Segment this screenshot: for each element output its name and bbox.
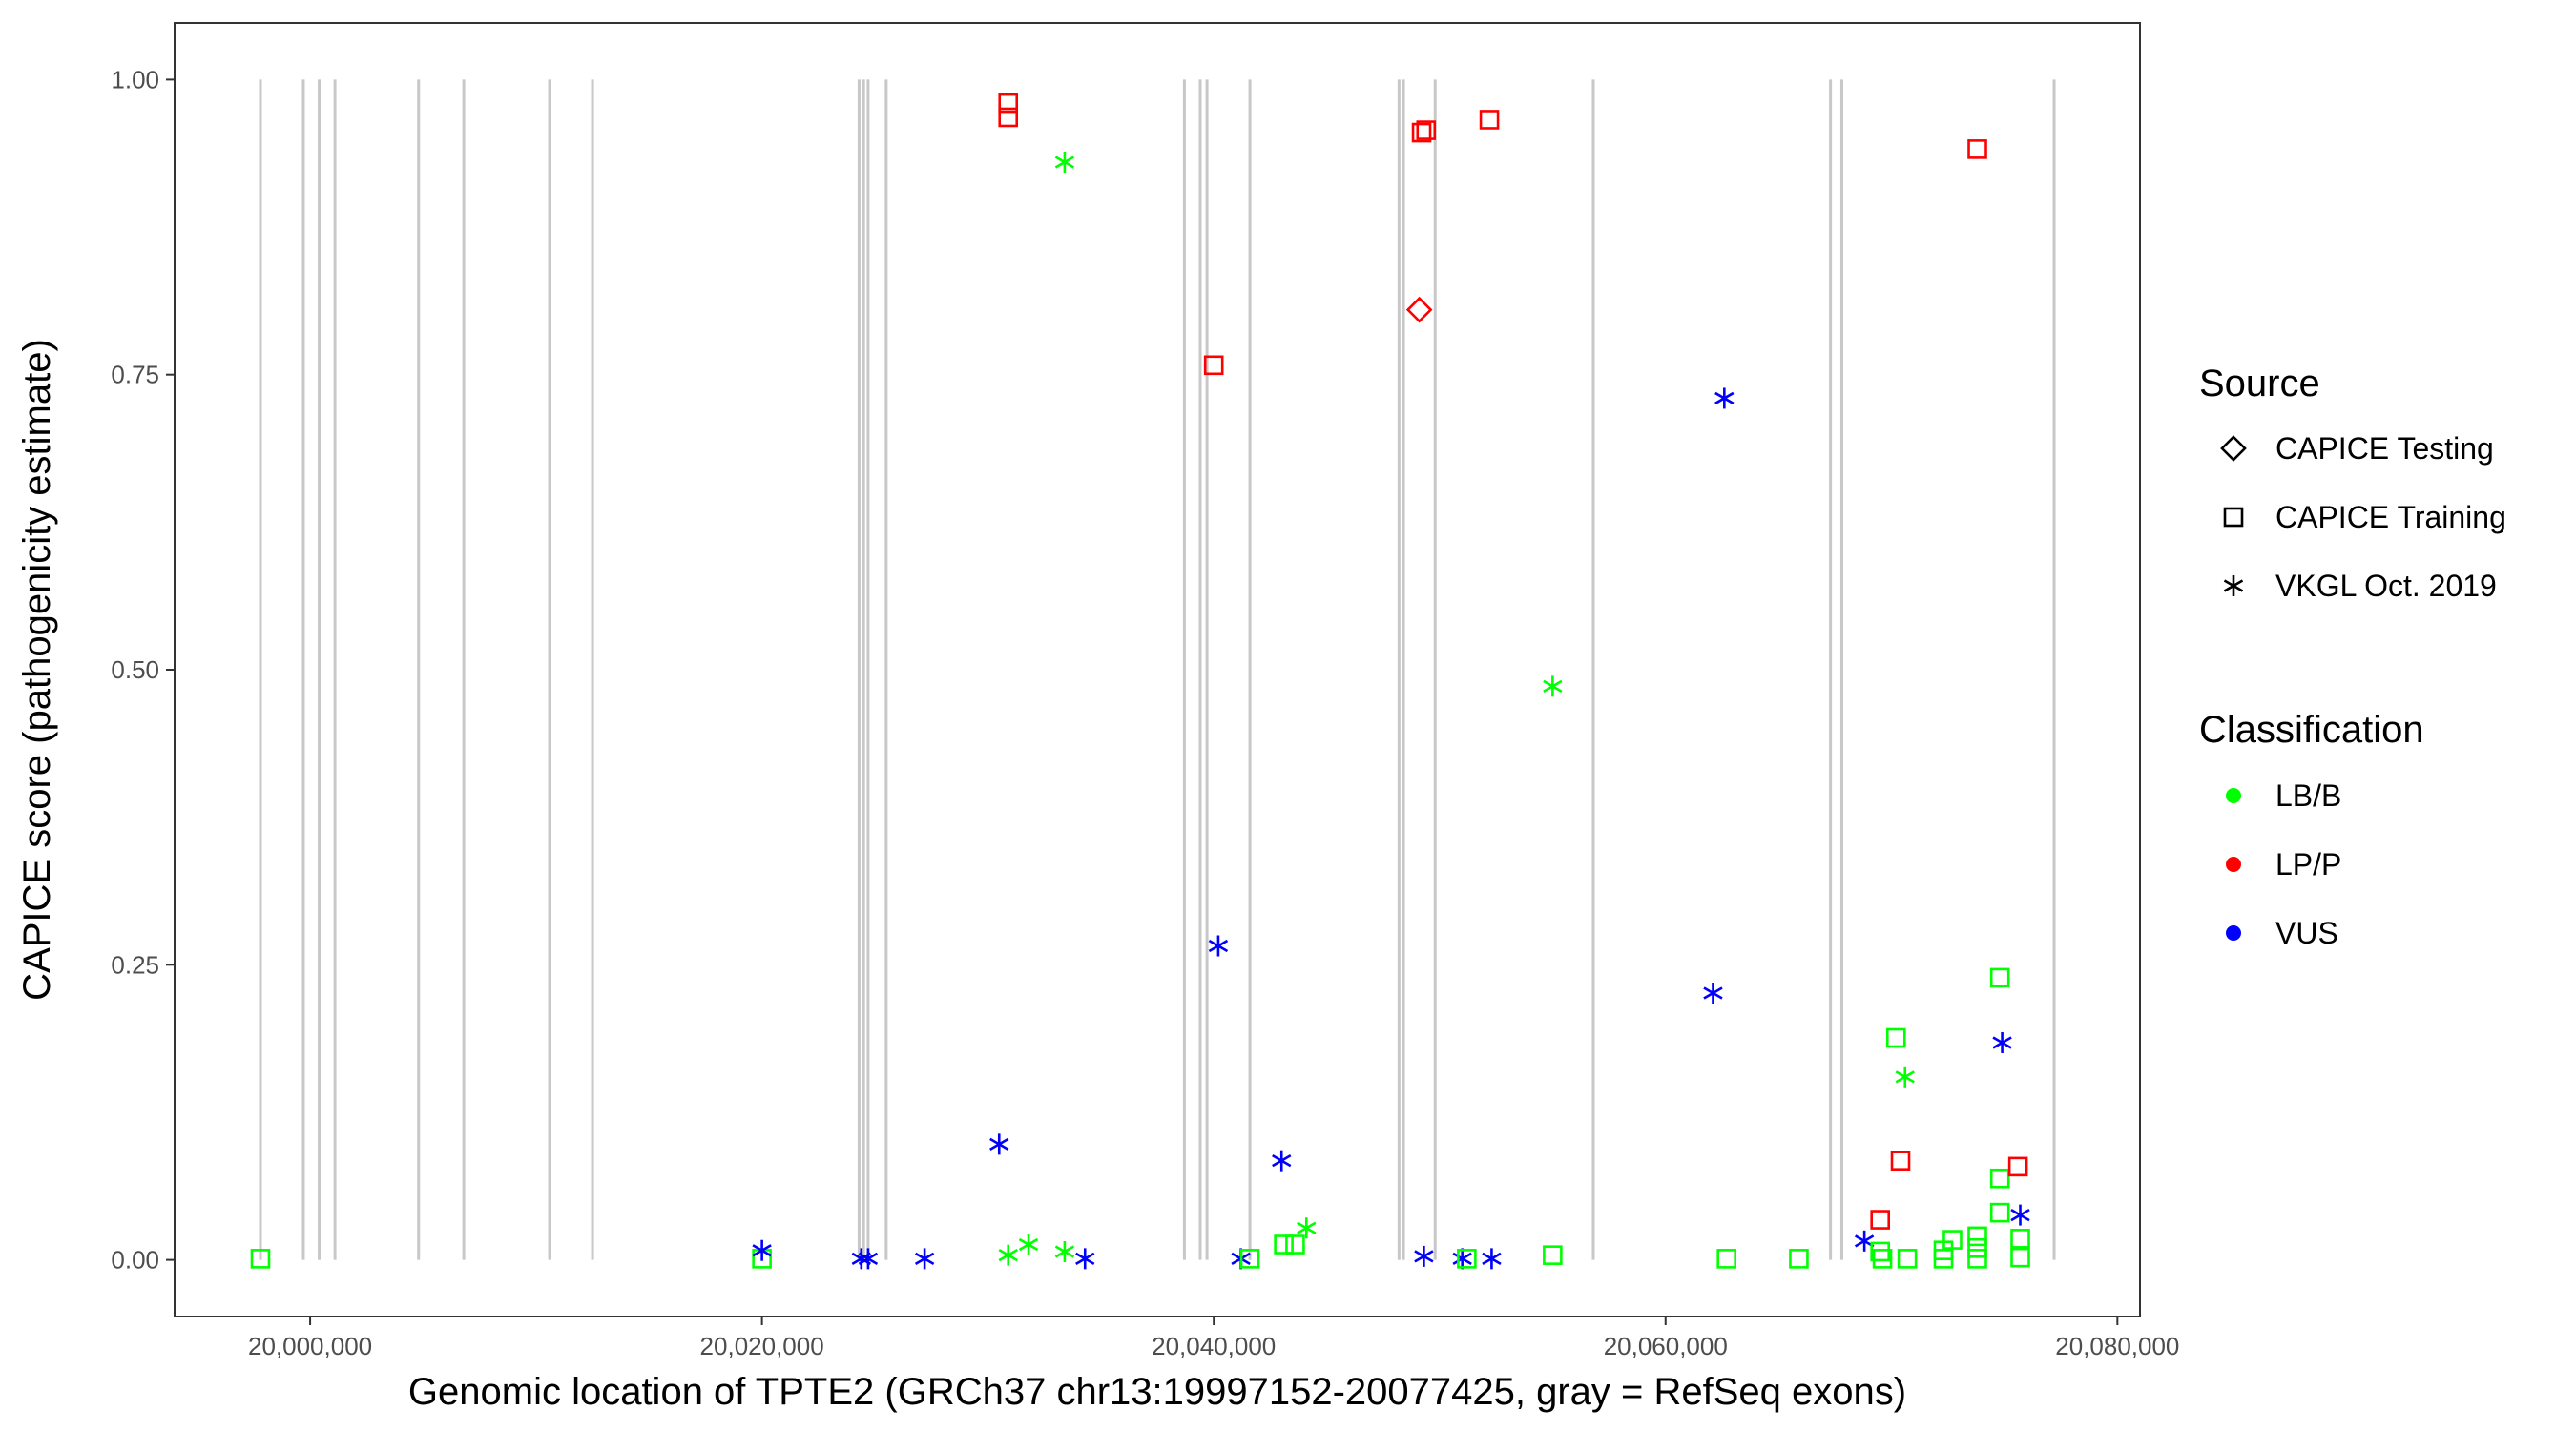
data-point xyxy=(1897,1249,1918,1269)
data-point xyxy=(1054,151,1075,173)
data-point xyxy=(1885,1027,1906,1048)
data-point xyxy=(1942,1230,1963,1250)
data-point xyxy=(1457,1249,1477,1269)
data-point xyxy=(1452,1248,1472,1270)
data-point xyxy=(998,1244,1018,1266)
data-point xyxy=(1933,1249,1954,1269)
data-point xyxy=(1414,1245,1434,1267)
data-point xyxy=(1967,1226,1987,1247)
data-point xyxy=(1274,1234,1294,1255)
data-point xyxy=(1967,1249,1987,1269)
data-point xyxy=(1018,1234,1039,1255)
data-point xyxy=(1479,110,1500,130)
exon-lines xyxy=(259,79,2056,1260)
data-point xyxy=(1870,1210,1891,1230)
data-point xyxy=(1703,983,1723,1004)
data-point xyxy=(1895,1066,1915,1088)
data-point xyxy=(1890,1151,1911,1171)
legend-source-label: CAPICE Training xyxy=(2275,500,2506,534)
data-point xyxy=(1416,120,1437,140)
data-point xyxy=(2010,1229,2030,1249)
data-point xyxy=(2007,1156,2028,1177)
legend-dot-icon xyxy=(2226,925,2241,941)
data-point xyxy=(998,93,1019,114)
legend-dot-icon xyxy=(2226,788,2241,803)
data-points xyxy=(250,93,2030,1270)
data-point xyxy=(1543,675,1563,697)
data-point xyxy=(1992,1031,2012,1053)
data-point xyxy=(2010,1204,2030,1226)
x-tick-label: 20,080,000 xyxy=(2055,1332,2179,1360)
legend-asterisk-icon xyxy=(2223,575,2244,596)
legend-square-icon xyxy=(2223,507,2244,528)
legend-classification-title: Classification xyxy=(2199,709,2424,751)
legend-dot-icon xyxy=(2226,857,2241,872)
legend: Source CAPICE Testing CAPICE Training VKGL… xyxy=(2199,363,2506,950)
data-point xyxy=(1239,1249,1260,1269)
data-point xyxy=(1989,1168,2010,1189)
data-point xyxy=(1482,1248,1502,1270)
data-point xyxy=(1967,1237,1987,1258)
data-point xyxy=(989,1133,1009,1155)
data-point xyxy=(1411,122,1432,143)
data-point xyxy=(1054,1240,1075,1262)
x-tick-label: 20,060,000 xyxy=(1604,1332,1728,1360)
legend-source-label: CAPICE Testing xyxy=(2275,431,2494,466)
data-point xyxy=(914,1248,935,1270)
x-tick-label: 20,020,000 xyxy=(700,1332,824,1360)
data-point xyxy=(752,1239,772,1261)
data-point xyxy=(1989,1202,2010,1223)
data-point xyxy=(250,1249,271,1269)
legend-diamond-icon xyxy=(2220,435,2247,462)
data-point xyxy=(1789,1249,1809,1269)
x-tick-label: 20,040,000 xyxy=(1152,1332,1276,1360)
y-axis: 0.00 0.25 0.50 0.75 1.00 xyxy=(111,65,175,1275)
legend-source-label: VKGL Oct. 2019 xyxy=(2275,569,2497,603)
data-point xyxy=(1285,1234,1305,1255)
data-point xyxy=(1716,1249,1736,1269)
y-tick-label: 0.25 xyxy=(111,950,159,979)
data-point xyxy=(1203,355,1224,376)
y-tick-label: 0.75 xyxy=(111,361,159,389)
legend-source-title: Source xyxy=(2199,363,2320,404)
y-tick-label: 0.00 xyxy=(111,1246,159,1275)
data-point xyxy=(1208,935,1229,957)
y-tick-label: 1.00 xyxy=(111,65,159,93)
data-point xyxy=(858,1248,879,1270)
legend-classification-label: LB/B xyxy=(2275,778,2341,813)
x-axis-title: Genomic location of TPTE2 (GRCh37 chr13:… xyxy=(408,1371,1906,1413)
data-point xyxy=(998,107,1019,128)
data-point xyxy=(1297,1217,1317,1239)
data-point xyxy=(1870,1241,1891,1262)
x-tick-label: 20,000,000 xyxy=(248,1332,372,1360)
data-point xyxy=(1405,296,1433,323)
data-point xyxy=(1272,1150,1292,1172)
data-point xyxy=(1872,1249,1893,1269)
data-point xyxy=(1967,139,1987,159)
y-tick-label: 0.50 xyxy=(111,655,159,684)
data-point xyxy=(1714,387,1735,409)
legend-classification-label: LP/P xyxy=(2275,847,2341,881)
y-axis-title: CAPICE score (pathogenicity estimate) xyxy=(16,339,58,1001)
data-point xyxy=(1543,1245,1563,1265)
data-point xyxy=(1075,1248,1095,1270)
x-axis: 20,000,000 20,020,000 20,040,000 20,060,000… xyxy=(248,1317,2179,1360)
legend-classification-label: VUS xyxy=(2275,916,2338,950)
data-point xyxy=(2010,1247,2030,1268)
data-point xyxy=(1989,967,2010,988)
